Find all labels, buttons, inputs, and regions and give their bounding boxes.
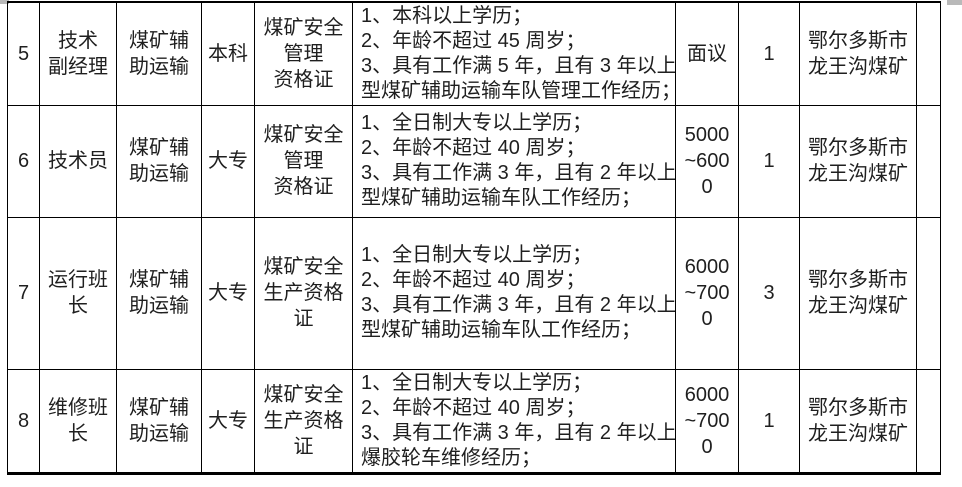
cell-certificate: 煤矿安全 管理 资格证 — [254, 1, 353, 106]
cell-department: 煤矿辅 助运输 — [116, 216, 202, 370]
page-edge-artifact-right — [947, 0, 962, 5]
page-edge-artifact-left — [0, 0, 9, 4]
cell-department: 煤矿辅 助运输 — [116, 1, 202, 106]
cell-location: 鄂尔多斯市 龙王沟煤矿 — [799, 368, 917, 474]
cell-position: 技术员 — [39, 104, 117, 218]
table-row: 7 运行班 长 煤矿辅 助运输 大专 煤矿安全 生产资格 证 1、全日制大专以上… — [7, 216, 941, 370]
cell-department: 煤矿辅 助运输 — [116, 368, 202, 474]
cell-salary: 面议 — [675, 1, 739, 106]
cell-no: 7 — [7, 216, 40, 370]
table-row: 6 技术员 煤矿辅 助运输 大专 煤矿安全 管理 资格证 1、全日制大专以上学历… — [7, 104, 941, 218]
cell-no: 6 — [7, 104, 40, 218]
cell-education: 本科 — [201, 1, 255, 106]
cell-salary: 5000 ~600 0 — [675, 104, 739, 218]
cell-location: 鄂尔多斯市 龙王沟煤矿 — [799, 104, 917, 218]
cell-certificate: 煤矿安全 生产资格 证 — [254, 368, 353, 474]
cell-position: 维修班 长 — [39, 368, 117, 474]
cell-salary: 6000 ~700 0 — [675, 368, 739, 474]
cell-location: 鄂尔多斯市 龙王沟煤矿 — [799, 1, 917, 106]
cell-no: 5 — [7, 1, 40, 106]
cell-education: 大专 — [201, 216, 255, 370]
table-row: 8 维修班 长 煤矿辅 助运输 大专 煤矿安全 生产资格 证 1、全日制大专以上… — [7, 368, 941, 474]
cell-requirements: 1、全日制大专以上学历； 2、年龄不超过 40 周岁； 3、具有工作满 3 年，… — [352, 368, 676, 474]
cell-headcount: 1 — [738, 1, 800, 106]
table-row: 5 技术 副经理 煤矿辅 助运输 本科 煤矿安全 管理 资格证 1、本科以上学历… — [7, 1, 941, 106]
cell-note — [916, 1, 941, 106]
cell-headcount: 3 — [738, 216, 800, 370]
cell-note — [916, 104, 941, 218]
cell-headcount: 1 — [738, 104, 800, 218]
cell-requirements: 1、全日制大专以上学历； 2、年龄不超过 40 周岁； 3、具有工作满 3 年，… — [352, 104, 676, 218]
cell-no: 8 — [7, 368, 40, 474]
cell-certificate: 煤矿安全 管理 资格证 — [254, 104, 353, 218]
cell-education: 大专 — [201, 368, 255, 474]
cell-salary: 6000 ~700 0 — [675, 216, 739, 370]
cell-certificate: 煤矿安全 生产资格 证 — [254, 216, 353, 370]
cell-requirements: 1、本科以上学历； 2、年龄不超过 45 周岁； 3、具有工作满 5 年，且有 … — [352, 1, 676, 106]
cell-education: 大专 — [201, 104, 255, 218]
cell-position: 运行班 长 — [39, 216, 117, 370]
job-table: 5 技术 副经理 煤矿辅 助运输 本科 煤矿安全 管理 资格证 1、本科以上学历… — [7, 1, 941, 475]
cell-headcount: 1 — [738, 368, 800, 474]
cell-position: 技术 副经理 — [39, 1, 117, 106]
cell-location: 鄂尔多斯市 龙王沟煤矿 — [799, 216, 917, 370]
cell-requirements: 1、全日制大专以上学历； 2、年龄不超过 40 周岁； 3、具有工作满 3 年，… — [352, 216, 676, 370]
cell-note — [916, 368, 941, 474]
cell-note — [916, 216, 941, 370]
cell-department: 煤矿辅 助运输 — [116, 104, 202, 218]
